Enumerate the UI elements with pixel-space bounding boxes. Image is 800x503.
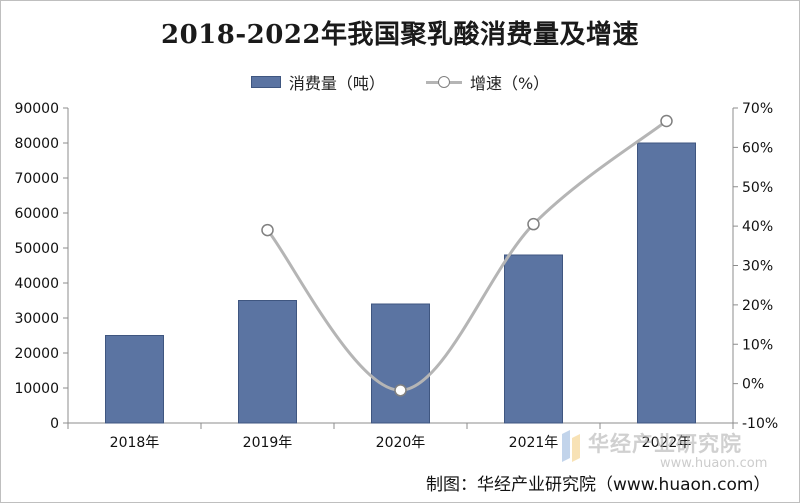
- x-tick-label: 2019年: [243, 435, 293, 451]
- left-tick-label: 90000: [14, 101, 59, 117]
- x-tick-label: 2018年: [110, 435, 160, 451]
- left-tick-label: 20000: [14, 346, 59, 362]
- legend-line-swatch-icon: [425, 75, 462, 89]
- right-tick-label: 60%: [742, 140, 773, 156]
- legend-item-growth: 增速（%）: [425, 70, 550, 94]
- right-tick-label: 0%: [742, 377, 764, 393]
- x-tick-label: 2022年: [642, 435, 692, 451]
- bar: [105, 335, 164, 424]
- left-tick-label: 50000: [14, 241, 59, 257]
- left-tick-label: 40000: [14, 276, 59, 292]
- source-note: 制图：华经产业研究院（www.huaon.com）: [426, 475, 771, 495]
- left-tick-label: 60000: [14, 206, 59, 222]
- left-tick-label: 10000: [14, 381, 59, 397]
- right-tick-label: -10%: [742, 416, 778, 432]
- bar: [637, 142, 696, 424]
- watermark-logo-icon: [562, 430, 580, 462]
- watermark-text: 华经产业研究院: [588, 432, 742, 456]
- bar: [371, 303, 430, 424]
- right-tick-label: 30%: [742, 259, 773, 275]
- bar: [238, 300, 297, 424]
- legend-label-consumption: 消费量（吨）: [288, 74, 385, 93]
- left-tick-label: 0: [50, 416, 59, 432]
- x-tick-label: 2020年: [376, 435, 426, 451]
- left-tick-label: 80000: [14, 136, 59, 152]
- right-tick-label: 70%: [742, 101, 773, 117]
- legend: 消费量（吨） 增速（%）: [0, 70, 800, 94]
- legend-item-consumption: 消费量（吨）: [250, 70, 385, 94]
- growth-line: [266, 119, 668, 392]
- right-tick-label: 20%: [742, 298, 773, 314]
- x-tick-label: 2021年: [509, 435, 559, 451]
- chart-title: 2018-2022年我国聚乳酸消费量及增速: [160, 20, 640, 50]
- growth-point: [394, 384, 407, 397]
- watermark: 华经产业研究院 www.huaon.com: [560, 428, 790, 471]
- bar: [504, 254, 563, 424]
- growth-point: [660, 114, 673, 128]
- watermark-url: www.huaon.com: [660, 456, 768, 471]
- right-tick-label: 10%: [742, 337, 773, 353]
- right-tick-label: 50%: [742, 180, 773, 196]
- right-tick-label: 40%: [742, 219, 773, 235]
- growth-point: [527, 217, 540, 231]
- growth-point: [261, 223, 274, 237]
- left-tick-label: 30000: [14, 311, 59, 327]
- legend-bar-swatch-icon: [250, 76, 281, 88]
- legend-label-growth: 增速（%）: [469, 74, 550, 93]
- left-tick-label: 70000: [14, 171, 59, 187]
